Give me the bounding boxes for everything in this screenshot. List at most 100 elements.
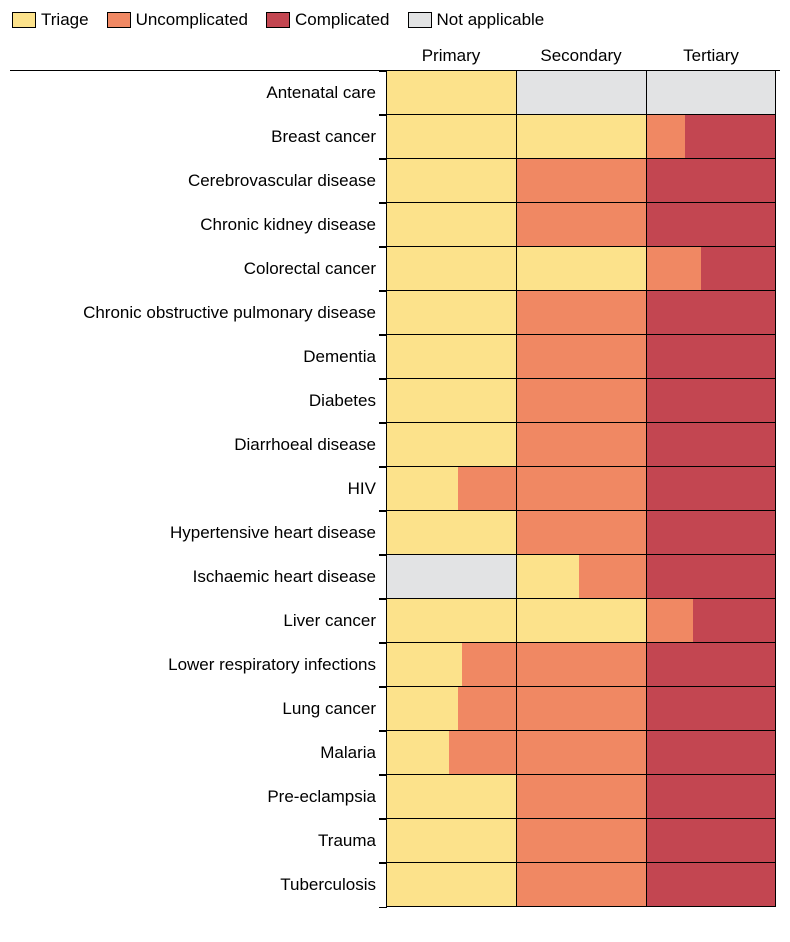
- cell: [646, 115, 776, 159]
- column-header: Secondary: [516, 46, 646, 66]
- cell: [646, 819, 776, 863]
- cell-segment: [387, 291, 516, 334]
- cell-segment: [647, 71, 775, 114]
- cell-segment: [647, 643, 775, 686]
- cell: [516, 643, 646, 687]
- legend-item: Complicated: [266, 10, 390, 30]
- data-row: HIV: [10, 467, 780, 511]
- chart: PrimarySecondaryTertiary Antenatal careB…: [10, 38, 780, 907]
- cell: [646, 423, 776, 467]
- data-row: Tuberculosis: [10, 863, 780, 907]
- row-label-text: Diarrhoeal disease: [234, 435, 376, 455]
- cell: [646, 159, 776, 203]
- cell: [646, 335, 776, 379]
- cell: [516, 687, 646, 731]
- cell: [386, 731, 516, 775]
- cell-segment: [517, 291, 646, 334]
- cell-segment: [517, 643, 646, 686]
- cell: [516, 467, 646, 511]
- data-row: Antenatal care: [10, 71, 780, 115]
- cell: [516, 291, 646, 335]
- cell: [386, 819, 516, 863]
- row-label-text: Lower respiratory infections: [168, 655, 376, 675]
- data-row: Dementia: [10, 335, 780, 379]
- row-label: Liver cancer: [10, 599, 386, 643]
- cell-segment: [517, 599, 646, 642]
- cell-segment: [685, 115, 775, 158]
- legend: TriageUncomplicatedComplicatedNot applic…: [12, 10, 780, 30]
- cell: [646, 687, 776, 731]
- cell-segment: [458, 467, 516, 510]
- cell: [646, 863, 776, 907]
- data-row: Diarrhoeal disease: [10, 423, 780, 467]
- cell: [646, 555, 776, 599]
- legend-swatch: [12, 12, 36, 28]
- cell-segment: [647, 863, 775, 906]
- cell-segment: [517, 115, 646, 158]
- cell: [516, 423, 646, 467]
- data-row: Lung cancer: [10, 687, 780, 731]
- cell: [516, 599, 646, 643]
- row-label-text: Antenatal care: [266, 83, 376, 103]
- row-label: Diabetes: [10, 379, 386, 423]
- cell-segment: [517, 863, 646, 906]
- cell-segment: [517, 731, 646, 774]
- rows-container: Antenatal careBreast cancerCerebrovascul…: [10, 70, 780, 907]
- row-label-text: Chronic obstructive pulmonary disease: [83, 303, 376, 323]
- row-label-text: Dementia: [303, 347, 376, 367]
- cell: [386, 71, 516, 115]
- row-label-text: Breast cancer: [271, 127, 376, 147]
- row-label: Breast cancer: [10, 115, 386, 159]
- cell: [646, 511, 776, 555]
- data-row: Pre-eclampsia: [10, 775, 780, 819]
- cell: [516, 511, 646, 555]
- cell-segment: [517, 203, 646, 246]
- cell: [516, 247, 646, 291]
- cell: [646, 467, 776, 511]
- cell: [646, 775, 776, 819]
- cell-segment: [387, 687, 458, 730]
- cell-segment: [517, 555, 579, 598]
- cell: [386, 555, 516, 599]
- cell-segment: [387, 511, 516, 554]
- cell-segment: [387, 555, 516, 598]
- row-label: Trauma: [10, 819, 386, 863]
- row-label-text: HIV: [348, 479, 376, 499]
- legend-item: Triage: [12, 10, 89, 30]
- row-label: Chronic kidney disease: [10, 203, 386, 247]
- cell-segment: [387, 819, 516, 862]
- row-label-text: Colorectal cancer: [244, 259, 376, 279]
- row-label: Antenatal care: [10, 71, 386, 115]
- legend-label: Triage: [41, 10, 89, 30]
- row-label: Malaria: [10, 731, 386, 775]
- row-label-text: Hypertensive heart disease: [170, 523, 376, 543]
- data-row: Hypertensive heart disease: [10, 511, 780, 555]
- row-label: Diarrhoeal disease: [10, 423, 386, 467]
- cell-segment: [647, 555, 775, 598]
- legend-item: Not applicable: [408, 10, 545, 30]
- cell-segment: [387, 775, 516, 818]
- cell: [516, 555, 646, 599]
- cell-segment: [647, 159, 775, 202]
- row-label-text: Chronic kidney disease: [200, 215, 376, 235]
- data-row: Diabetes: [10, 379, 780, 423]
- cell: [646, 203, 776, 247]
- cell: [386, 863, 516, 907]
- cell-segment: [387, 71, 516, 114]
- row-label: Tuberculosis: [10, 863, 386, 907]
- legend-label: Complicated: [295, 10, 390, 30]
- column-header: Primary: [386, 46, 516, 66]
- cell: [386, 335, 516, 379]
- cell-segment: [647, 423, 775, 466]
- cell-segment: [647, 335, 775, 378]
- cell-segment: [517, 335, 646, 378]
- cell-segment: [517, 687, 646, 730]
- cell-segment: [517, 819, 646, 862]
- cell: [386, 423, 516, 467]
- cell: [516, 379, 646, 423]
- data-row: Lower respiratory infections: [10, 643, 780, 687]
- cell: [386, 203, 516, 247]
- row-label: Hypertensive heart disease: [10, 511, 386, 555]
- cell: [386, 379, 516, 423]
- data-row: Liver cancer: [10, 599, 780, 643]
